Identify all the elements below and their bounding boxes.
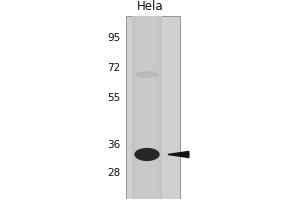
Text: 55: 55 — [107, 93, 120, 103]
Bar — [141, 16, 153, 199]
Text: 28: 28 — [107, 168, 120, 178]
Bar — [126, 16, 180, 199]
Text: 95: 95 — [107, 33, 120, 43]
Bar — [132, 16, 162, 199]
Bar — [145, 16, 149, 199]
Text: Hela: Hela — [137, 0, 163, 13]
Bar — [143, 16, 151, 199]
Text: 36: 36 — [107, 140, 120, 150]
Bar — [134, 16, 160, 199]
Bar — [132, 16, 162, 199]
Bar — [136, 16, 158, 199]
Text: 72: 72 — [107, 63, 120, 73]
FancyArrow shape — [168, 151, 189, 158]
Ellipse shape — [134, 148, 160, 161]
Bar — [139, 16, 155, 199]
Ellipse shape — [136, 71, 158, 78]
